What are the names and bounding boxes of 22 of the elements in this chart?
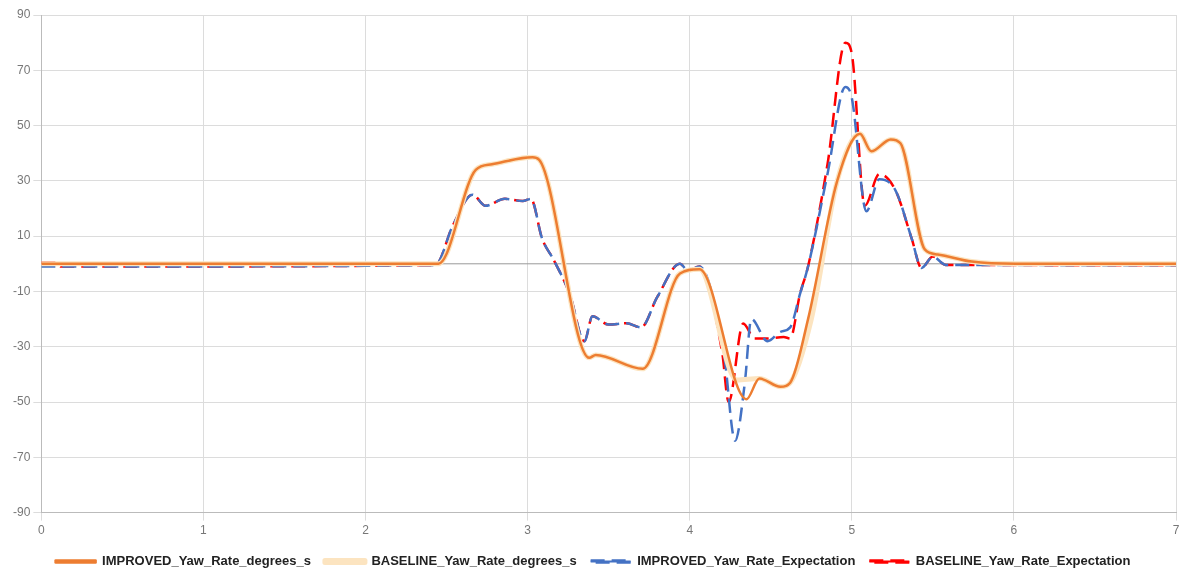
legend-label: BASELINE_Yaw_Rate_Expectation (915, 553, 1131, 569)
x-tick-label: 4 (686, 523, 694, 538)
x-tick-label: 7 (1172, 523, 1180, 538)
legend-label: IMPROVED_Yaw_Rate_degrees_s (102, 553, 311, 569)
x-tick-label: 6 (1010, 523, 1018, 538)
y-tick-label: -70 (13, 449, 31, 464)
y-tick-label: 10 (16, 228, 31, 243)
x-tick-label: 3 (524, 523, 532, 538)
y-tick-label: 90 (16, 7, 31, 22)
y-tick-label: 70 (16, 62, 31, 77)
x-tick-label: 2 (362, 523, 370, 538)
y-tick-label: 30 (16, 173, 31, 188)
x-tick-label: 0 (38, 523, 45, 538)
y-tick-label: -90 (13, 504, 31, 519)
x-tick-label: 1 (200, 523, 208, 538)
y-tick-label: -30 (13, 339, 31, 354)
legend-label: BASELINE_Yaw_Rate_degrees_s (371, 553, 577, 569)
x-tick-label: 5 (848, 523, 856, 538)
y-tick-label: -50 (13, 394, 31, 409)
y-tick-label: -10 (13, 283, 31, 298)
y-tick-label: 50 (16, 117, 31, 132)
legend-label: IMPROVED_Yaw_Rate_Expectation (637, 553, 856, 569)
